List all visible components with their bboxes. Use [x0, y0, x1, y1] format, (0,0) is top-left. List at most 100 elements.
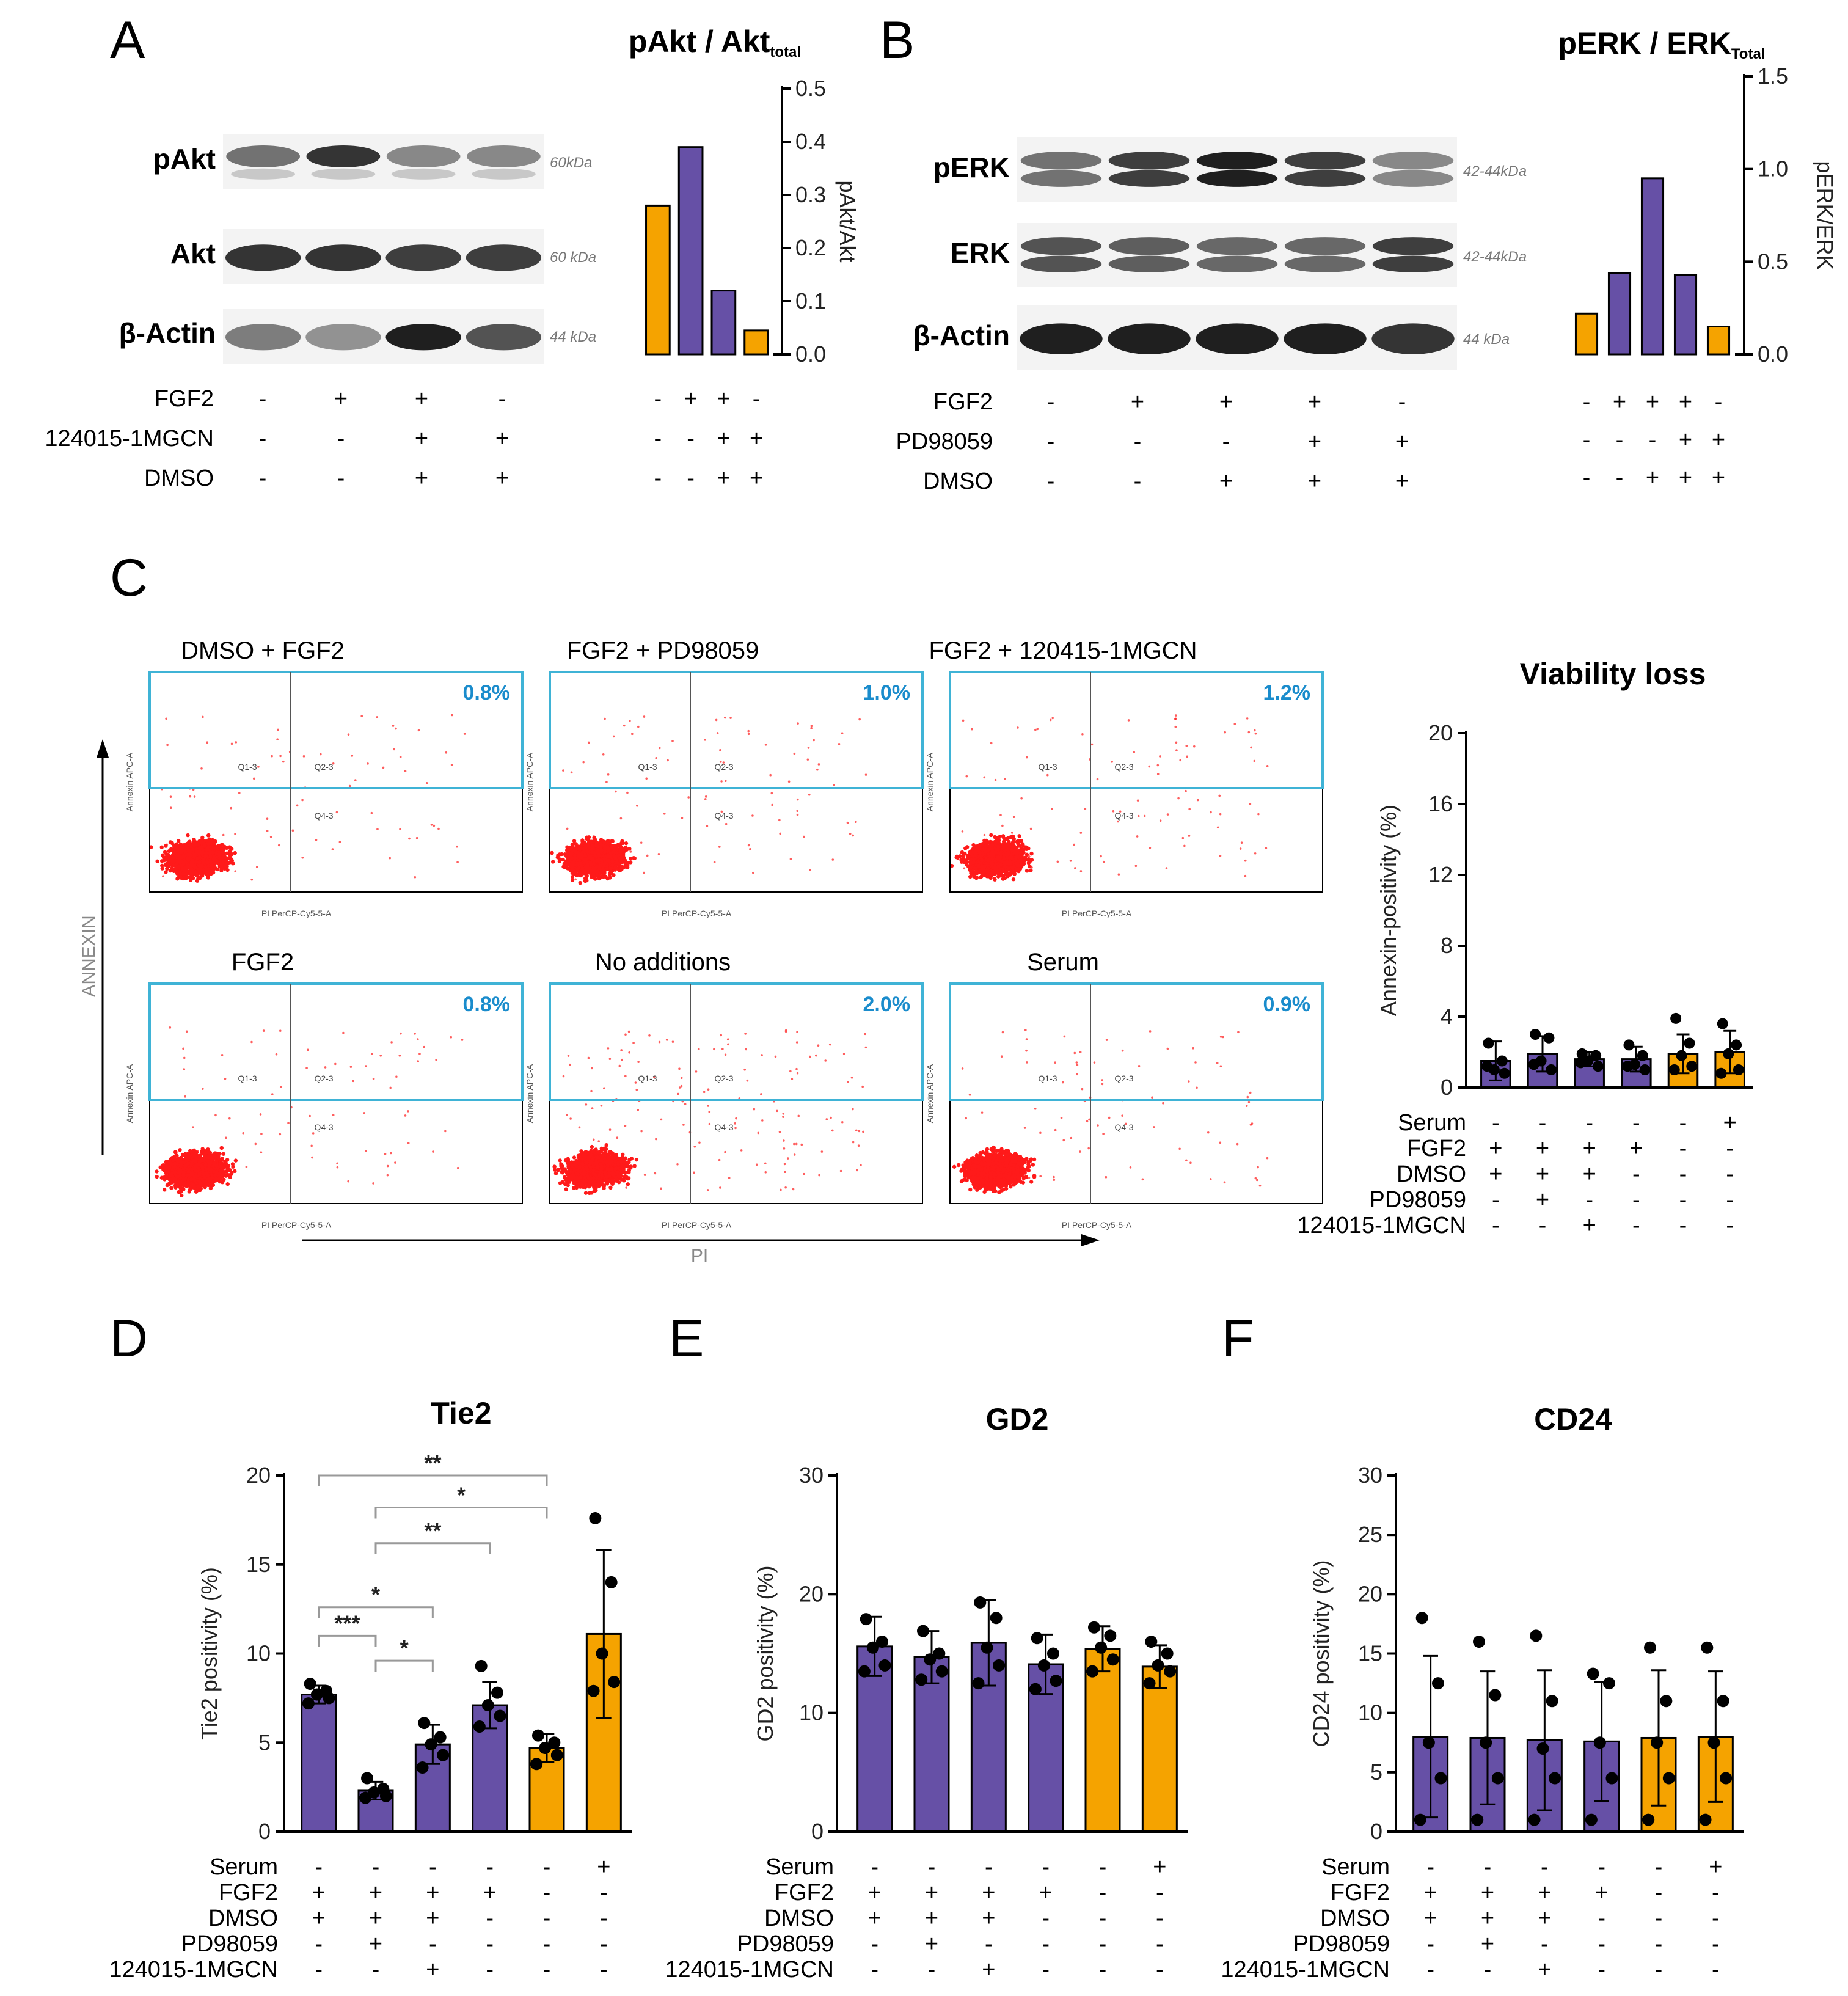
condition-sign: -: [1598, 1931, 1605, 1957]
condition-sign: +: [982, 1957, 995, 1983]
flow-event: [176, 859, 180, 863]
condition-sign: -: [1156, 1957, 1164, 1983]
flow-event: [224, 863, 228, 867]
flow-event: [989, 833, 993, 838]
panel-label-e: E: [669, 1309, 704, 1368]
condition-sign: +: [684, 386, 698, 412]
data-point: [1587, 1667, 1599, 1680]
flow-event: [269, 835, 272, 838]
condition-sign: +: [1489, 1161, 1502, 1187]
condition-sign: +: [1629, 1136, 1643, 1161]
data-point: [1029, 1683, 1042, 1695]
y-tick-label: 30: [799, 1463, 824, 1488]
data-point: [494, 1709, 506, 1722]
condition-sign: -: [1539, 1213, 1547, 1238]
flow-event: [195, 879, 200, 883]
flow-event: [367, 762, 369, 765]
condition-sign: -: [1222, 429, 1230, 455]
band-label: Akt: [170, 238, 216, 269]
plot-y-label: Annexin APC-A: [525, 752, 535, 811]
condition-sign: +: [1131, 389, 1144, 415]
flow-event: [168, 868, 173, 873]
flow-event: [382, 766, 385, 769]
condition-label: PD98059: [737, 1931, 834, 1957]
flow-event: [415, 836, 418, 839]
band-kda: 42-44kDa: [1463, 163, 1527, 180]
panel-label-a: A: [110, 11, 145, 70]
condition-sign: +: [868, 1906, 882, 1931]
flow-event: [217, 852, 222, 857]
flow-event: [200, 767, 203, 770]
data-point: [481, 1699, 494, 1712]
data-point: [1530, 1629, 1543, 1642]
condition-sign: +: [369, 1906, 382, 1931]
data-point: [1701, 1641, 1714, 1654]
data-point: [1536, 1742, 1549, 1755]
condition-sign: -: [654, 426, 662, 451]
data-point: [1575, 1057, 1587, 1069]
condition-sign: -: [753, 386, 761, 412]
flow-event: [864, 773, 867, 776]
condition-sign: -: [259, 466, 267, 491]
condition-sign: -: [1099, 1906, 1107, 1931]
data-point: [1491, 1772, 1504, 1785]
data-point: [473, 1720, 486, 1733]
data-point: [1489, 1689, 1502, 1702]
flow-event: [338, 841, 341, 843]
flow-event: [833, 784, 835, 786]
flow-event: [570, 871, 575, 876]
blot-band: [1372, 237, 1454, 255]
condition-sign: +: [1536, 1187, 1549, 1213]
flow-plot-title: FGF2 + 120415-1MGCN: [929, 637, 1197, 664]
flow-event: [806, 758, 809, 761]
flow-event: [564, 859, 569, 863]
condition-sign: -: [1134, 429, 1142, 455]
flow-event: [196, 868, 201, 872]
flow-event: [169, 795, 172, 798]
flow-event: [213, 858, 217, 862]
gate-label: Q4-3: [714, 811, 733, 821]
flow-event: [351, 755, 354, 757]
condition-sign: -: [1726, 1187, 1734, 1213]
flow-event: [628, 860, 633, 865]
condition-label: DMSO: [1320, 1906, 1390, 1931]
flow-event: [787, 780, 791, 783]
flow-event: [580, 838, 585, 843]
condition-sign: +: [717, 386, 730, 412]
blot-band: [231, 168, 296, 180]
condition-sign: -: [928, 1957, 936, 1983]
flow-event: [208, 855, 213, 859]
condition-sign: -: [1712, 1931, 1720, 1957]
data-point: [437, 1749, 450, 1761]
flow-event: [713, 861, 716, 864]
condition-sign: -: [486, 1854, 494, 1880]
condition-sign: +: [1395, 429, 1409, 455]
condition-sign: -: [1047, 429, 1055, 455]
condition-sign: -: [1655, 1854, 1663, 1880]
flow-event: [645, 777, 648, 780]
blot-band: [466, 244, 542, 271]
flow-event: [425, 782, 428, 784]
condition-sign: -: [1649, 427, 1657, 453]
flow-event: [414, 876, 417, 879]
data-point: [1684, 1037, 1695, 1049]
condition-label: Serum: [210, 1854, 278, 1880]
flow-event: [604, 717, 606, 720]
flow-event: [621, 852, 624, 855]
significance-bracket: [318, 1606, 434, 1618]
flow-event: [769, 773, 772, 777]
flow-event: [625, 865, 630, 869]
flow-event: [587, 741, 590, 744]
flow-event: [1004, 837, 1009, 841]
flow-event: [597, 876, 602, 880]
flow-event: [608, 855, 613, 859]
chart-title: Viability loss: [1520, 657, 1706, 691]
flow-event: [168, 840, 173, 844]
data-point: [1546, 1695, 1558, 1708]
flow-event: [234, 833, 236, 835]
flow-event: [849, 832, 852, 835]
condition-sign: +: [426, 1880, 439, 1906]
data-point: [1622, 1061, 1634, 1072]
condition-sign: -: [543, 1931, 551, 1957]
flow-event: [183, 849, 187, 854]
